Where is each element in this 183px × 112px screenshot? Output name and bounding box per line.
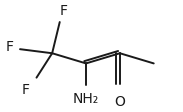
Text: F: F: [22, 83, 30, 97]
Text: NH₂: NH₂: [73, 92, 99, 106]
Text: F: F: [59, 4, 67, 18]
Text: O: O: [114, 94, 125, 108]
Text: F: F: [6, 40, 14, 54]
